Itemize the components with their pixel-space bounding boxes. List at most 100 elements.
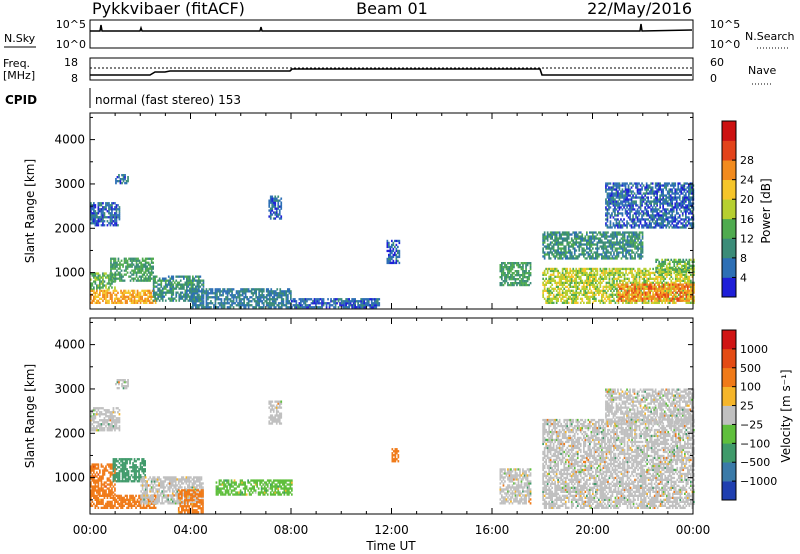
heatmap-cell: [555, 237, 558, 240]
heatmap-cell: [623, 247, 626, 250]
heatmap-cell: [635, 279, 638, 282]
heatmap-cell: [628, 277, 630, 280]
heatmap-cell: [120, 291, 122, 294]
heatmap-cell: [154, 279, 156, 282]
heatmap-cell: [589, 273, 591, 276]
heatmap-cell: [513, 262, 515, 265]
heatmap-cell: [684, 281, 686, 284]
heatmap-cell: [141, 273, 144, 276]
heatmap-cell: [672, 210, 675, 213]
heatmap-cell: [523, 274, 526, 277]
heatmap-cell: [569, 279, 572, 282]
heatmap-cell: [502, 268, 505, 271]
heatmap-cell: [552, 301, 555, 304]
heatmap-cell: [249, 290, 251, 293]
heatmap-cell: [564, 277, 567, 280]
heatmap-cell: [143, 263, 145, 266]
heatmap-cell: [632, 283, 635, 286]
heatmap-cell: [392, 261, 395, 265]
heatmap-cell: [674, 226, 677, 229]
heatmap-cell: [592, 243, 594, 246]
heatmap-cell: [114, 288, 116, 291]
heatmap-cell: [144, 261, 147, 264]
heatmap-cell: [146, 277, 148, 280]
heatmap-cell: [351, 304, 353, 307]
heatmap-cell: [629, 210, 631, 213]
heatmap-cell: [367, 298, 370, 301]
heatmap-cell: [563, 281, 566, 284]
heatmap-cell: [392, 241, 395, 245]
heatmap-cell: [615, 182, 618, 185]
heatmap-cell: [679, 291, 682, 294]
heatmap-cell: [91, 301, 94, 304]
heatmap-cell: [274, 294, 277, 297]
heatmap-cell: [558, 281, 561, 284]
heatmap-cell: [666, 208, 669, 211]
heatmap-cell: [628, 285, 630, 288]
heatmap-cell: [278, 211, 281, 214]
heatmap-cell: [120, 289, 122, 292]
heatmap-cell: [141, 263, 144, 266]
heatmap-cell: [161, 295, 164, 298]
heatmap-cell: [157, 293, 159, 296]
heatmap-cell: [573, 277, 576, 280]
heatmap-cell: [671, 212, 674, 215]
heatmap-cell: [99, 282, 101, 285]
heatmap-cell: [636, 192, 639, 195]
heatmap-cell: [628, 241, 630, 244]
heatmap-cell: [641, 218, 643, 221]
heatmap-cell: [114, 257, 117, 260]
heatmap-cell: [682, 293, 685, 296]
heatmap-cell: [613, 235, 615, 238]
heatmap-cell: [608, 269, 611, 273]
heatmap-cell: [650, 277, 653, 280]
heatmap-cell: [115, 216, 118, 219]
heatmap-cell: [624, 212, 627, 215]
heatmap-cell: [105, 208, 107, 211]
heatmap-cell: [649, 267, 651, 271]
heatmap-cell: [609, 194, 612, 197]
heatmap-cell: [584, 253, 587, 256]
heatmap-cell: [120, 263, 123, 266]
heatmap-cell: [130, 295, 133, 298]
heatmap-cell: [543, 255, 546, 258]
heatmap-cell: [665, 188, 668, 191]
heatmap-cell: [118, 216, 121, 219]
heatmap-cell: [259, 300, 262, 303]
heatmap-cell: [579, 271, 582, 275]
heatmap-cell: [330, 300, 332, 303]
heatmap-cell: [321, 302, 323, 305]
heatmap-cell: [567, 295, 570, 298]
heatmap-cell: [196, 293, 199, 296]
heatmap-cell: [656, 281, 659, 284]
heatmap-cell: [94, 301, 97, 304]
heatmap-cell: [528, 262, 530, 265]
heatmap-cell: [629, 237, 632, 240]
heatmap-cell: [96, 278, 98, 281]
heatmap-cell: [96, 224, 98, 227]
heatmap-cell: [611, 198, 613, 201]
heatmap-cell: [693, 291, 695, 294]
heatmap-cell: [507, 274, 509, 277]
heatmap-cell: [504, 272, 506, 275]
heatmap-cell: [604, 269, 606, 273]
heatmap-cell: [656, 275, 659, 278]
heatmap-cell: [155, 293, 158, 296]
heatmap-cell: [612, 196, 615, 199]
heatmap-cell: [666, 200, 669, 203]
heatmap-cell: [367, 302, 370, 305]
heatmap-cell: [659, 281, 662, 284]
heatmap-cell: [624, 204, 627, 207]
heatmap-cell: [675, 226, 678, 229]
heatmap-cell: [604, 273, 606, 276]
heatmap-cell: [114, 214, 116, 217]
heatmap-cell: [672, 220, 675, 223]
heatmap-cell: [630, 208, 633, 211]
heatmap-cell: [546, 301, 549, 304]
heatmap-cell: [216, 298, 218, 301]
heatmap-cell: [255, 292, 257, 295]
heatmap-cell: [677, 184, 680, 187]
heatmap-cell: [579, 235, 582, 238]
heatmap-cell: [659, 297, 662, 300]
heatmap-cell: [126, 263, 129, 266]
